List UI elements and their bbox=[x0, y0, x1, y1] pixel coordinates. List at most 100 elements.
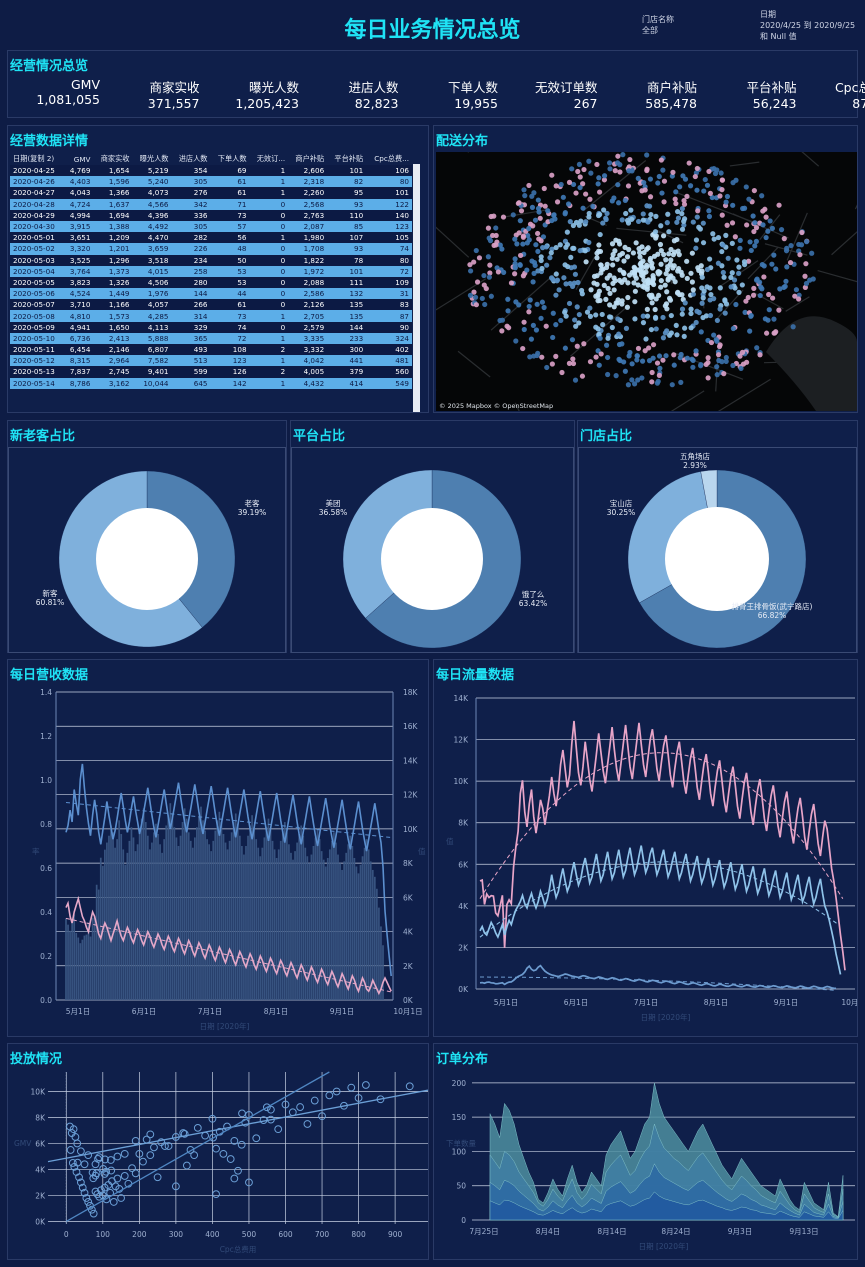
scatter-point[interactable] bbox=[102, 1195, 111, 1204]
revenue-bar[interactable] bbox=[193, 837, 196, 1000]
revenue-bar[interactable] bbox=[373, 876, 376, 1000]
scatter-point[interactable] bbox=[405, 1082, 414, 1091]
scatter-point[interactable] bbox=[76, 1147, 85, 1156]
revenue-bar[interactable] bbox=[326, 857, 329, 1000]
scatter-point[interactable] bbox=[68, 1159, 77, 1167]
store-filter[interactable]: 门店名称 全部 bbox=[642, 14, 674, 36]
scatter-point[interactable] bbox=[139, 1157, 147, 1166]
revenue-bar[interactable] bbox=[298, 834, 301, 1000]
scatter-point[interactable] bbox=[107, 1166, 116, 1175]
revenue-bar[interactable] bbox=[357, 873, 360, 1000]
scatter-point[interactable] bbox=[234, 1166, 242, 1175]
revenue-bar[interactable] bbox=[369, 861, 372, 1000]
scatter-point[interactable] bbox=[80, 1160, 89, 1169]
table-row[interactable]: 2020-05-01 3,651 1,209 4,470 282 56 1 1,980 107 1… bbox=[10, 232, 412, 244]
scatter-point[interactable] bbox=[117, 1194, 125, 1202]
revenue-bar[interactable] bbox=[269, 828, 272, 1000]
table-row[interactable]: 2020-05-14 8,786 3,162 10,044 645 142 1 4,432 41… bbox=[10, 377, 412, 389]
table-row[interactable]: 2020-04-29 4,994 1,694 4,396 336 73 0 2,763 110 1… bbox=[10, 209, 412, 221]
revenue-bar[interactable] bbox=[202, 820, 204, 1000]
scatter-point[interactable] bbox=[347, 1083, 356, 1092]
revenue-bar[interactable] bbox=[134, 851, 137, 1000]
revenue-bar[interactable] bbox=[232, 822, 235, 1000]
date-filter[interactable]: 日期 2020/4/25 到 2020/9/25 和 Null 值 bbox=[760, 9, 855, 42]
scatter-point[interactable] bbox=[193, 1123, 202, 1132]
scatter-point[interactable] bbox=[128, 1164, 136, 1173]
revenue-bar[interactable] bbox=[265, 827, 268, 1000]
scatter-point[interactable] bbox=[230, 1136, 239, 1145]
revenue-bar[interactable] bbox=[110, 825, 112, 1000]
scatter-point[interactable] bbox=[209, 1133, 218, 1142]
revenue-bar[interactable] bbox=[153, 832, 155, 1000]
scatter-point[interactable] bbox=[66, 1146, 75, 1154]
table-column-header[interactable]: Cpc总费... bbox=[374, 154, 409, 163]
revenue-bar[interactable] bbox=[238, 835, 241, 1000]
revenue-bar[interactable] bbox=[208, 844, 211, 1000]
revenue-bar[interactable] bbox=[187, 832, 190, 1000]
scatter-point[interactable] bbox=[310, 1096, 319, 1105]
revenue-bar[interactable] bbox=[89, 936, 92, 1000]
revenue-bar[interactable] bbox=[322, 859, 325, 1000]
scatter-point[interactable] bbox=[262, 1103, 271, 1112]
revenue-bar[interactable] bbox=[69, 930, 71, 1000]
revenue-bar[interactable] bbox=[328, 849, 331, 1000]
table-row[interactable]: 2020-04-26 4,403 1,596 5,240 305 61 1 2,318 82 80 bbox=[10, 176, 412, 188]
revenue-bar[interactable] bbox=[259, 856, 262, 1000]
scatter-point[interactable] bbox=[120, 1149, 129, 1158]
revenue-bar[interactable] bbox=[318, 839, 321, 1000]
revenue-bar[interactable] bbox=[169, 803, 172, 1000]
revenue-bar[interactable] bbox=[349, 835, 352, 1000]
revenue-bar[interactable] bbox=[279, 840, 282, 1000]
revenue-bar[interactable] bbox=[324, 866, 327, 1000]
revenue-bar[interactable] bbox=[355, 866, 358, 1000]
table-row[interactable]: 2020-05-13 7,837 2,745 9,401 599 126 2 4,005 379… bbox=[10, 366, 412, 378]
revenue-bar[interactable] bbox=[120, 834, 123, 1000]
scatter-point[interactable] bbox=[164, 1142, 173, 1150]
scatter-point[interactable] bbox=[102, 1167, 110, 1176]
revenue-bar[interactable] bbox=[91, 917, 94, 1000]
revenue-bar[interactable] bbox=[97, 889, 100, 1000]
revenue-bar[interactable] bbox=[185, 818, 188, 1000]
scatter-point[interactable] bbox=[76, 1178, 85, 1187]
scatter-point[interactable] bbox=[208, 1114, 217, 1123]
scatter-point[interactable] bbox=[73, 1139, 82, 1148]
revenue-bar[interactable] bbox=[343, 861, 345, 1000]
scatter-point[interactable] bbox=[70, 1162, 79, 1171]
revenue-bar[interactable] bbox=[290, 852, 292, 1000]
revenue-bar[interactable] bbox=[296, 842, 298, 1000]
revenue-bar[interactable] bbox=[200, 806, 202, 1000]
table-column-header[interactable]: 平台补贴 bbox=[334, 154, 364, 163]
scatter-point[interactable] bbox=[332, 1087, 341, 1096]
revenue-bar[interactable] bbox=[365, 839, 368, 1000]
revenue-bar[interactable] bbox=[181, 822, 184, 1000]
revenue-bar[interactable] bbox=[261, 847, 264, 1000]
scatter-point[interactable] bbox=[95, 1153, 104, 1162]
traffic-chart[interactable]: 0K 2K 4K 6K 8K 10K 12K 14K 5月1日 6月1日 7月1日 8月1日 9月1日 1… bbox=[434, 684, 857, 1036]
revenue-bar[interactable] bbox=[183, 808, 186, 1000]
revenue-bar[interactable] bbox=[99, 857, 102, 1000]
scatter-point[interactable] bbox=[146, 1151, 155, 1160]
scatter-point[interactable] bbox=[296, 1103, 305, 1111]
table-row[interactable]: 2020-04-30 3,915 1,388 4,492 305 57 0 2,087 85 12… bbox=[10, 220, 412, 233]
scatter-point[interactable] bbox=[186, 1146, 195, 1154]
revenue-bar[interactable] bbox=[130, 827, 133, 1000]
revenue-bar[interactable] bbox=[79, 943, 82, 1000]
traffic-line[interactable] bbox=[479, 964, 837, 990]
scatter-point[interactable] bbox=[135, 1149, 144, 1158]
table-row[interactable]: 2020-05-08 4,810 1,573 4,285 314 73 1 2,705 135 8… bbox=[10, 310, 412, 322]
scatter-point[interactable] bbox=[226, 1155, 235, 1163]
table-row[interactable]: 2020-05-09 4,941 1,650 4,113 329 74 0 2,579 144 9… bbox=[10, 321, 412, 333]
order-area[interactable] bbox=[489, 1191, 844, 1221]
revenue-bar[interactable] bbox=[175, 837, 178, 1000]
table-row[interactable]: 2020-05-02 3,320 1,201 3,659 226 48 0 1,708 93 74 bbox=[10, 243, 412, 255]
revenue-bar[interactable] bbox=[226, 849, 229, 1000]
revenue-bar[interactable] bbox=[112, 832, 114, 1000]
revenue-bar[interactable] bbox=[331, 840, 333, 1000]
revenue-bar[interactable] bbox=[71, 919, 73, 1000]
scatter-point[interactable] bbox=[252, 1134, 261, 1143]
table-column-header[interactable]: 商家实收 bbox=[100, 154, 130, 163]
revenue-bar[interactable] bbox=[159, 844, 161, 1000]
scatter-point[interactable] bbox=[245, 1178, 253, 1187]
table-scrollbar[interactable] bbox=[413, 164, 420, 412]
